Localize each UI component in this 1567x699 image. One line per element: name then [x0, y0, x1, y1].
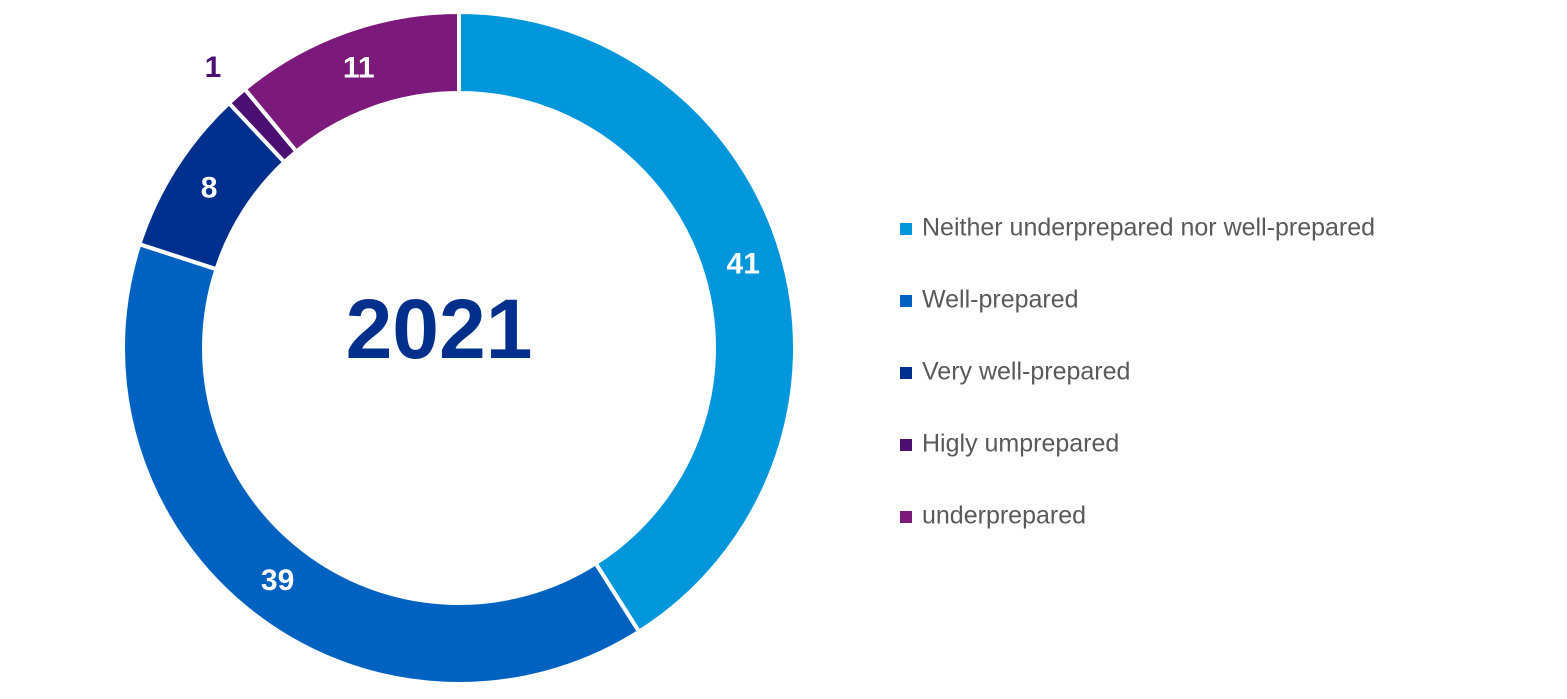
value-label: 11: [343, 51, 375, 84]
center-label: 2021: [346, 282, 533, 376]
value-label: 39: [261, 564, 294, 597]
donut-segment: [242, 9, 461, 155]
value-label: 8: [201, 171, 218, 204]
legend-swatch: [900, 439, 912, 451]
legend-swatch: [900, 367, 912, 379]
value-label: 1: [205, 51, 222, 84]
legend-swatch: [900, 511, 912, 523]
legend-label: underprepared: [922, 502, 1086, 530]
legend-label: Very well-prepared: [922, 358, 1130, 386]
donut-segment: [121, 241, 642, 686]
legend-label: Higly umprepared: [922, 430, 1119, 458]
legend-swatch: [900, 295, 912, 307]
value-label: 41: [727, 247, 760, 280]
legend-label: Well-prepared: [922, 286, 1079, 314]
donut-segment: [457, 9, 797, 635]
legend-swatch: [900, 223, 912, 235]
legend-label: Neither underprepared nor well-prepared: [922, 214, 1375, 242]
